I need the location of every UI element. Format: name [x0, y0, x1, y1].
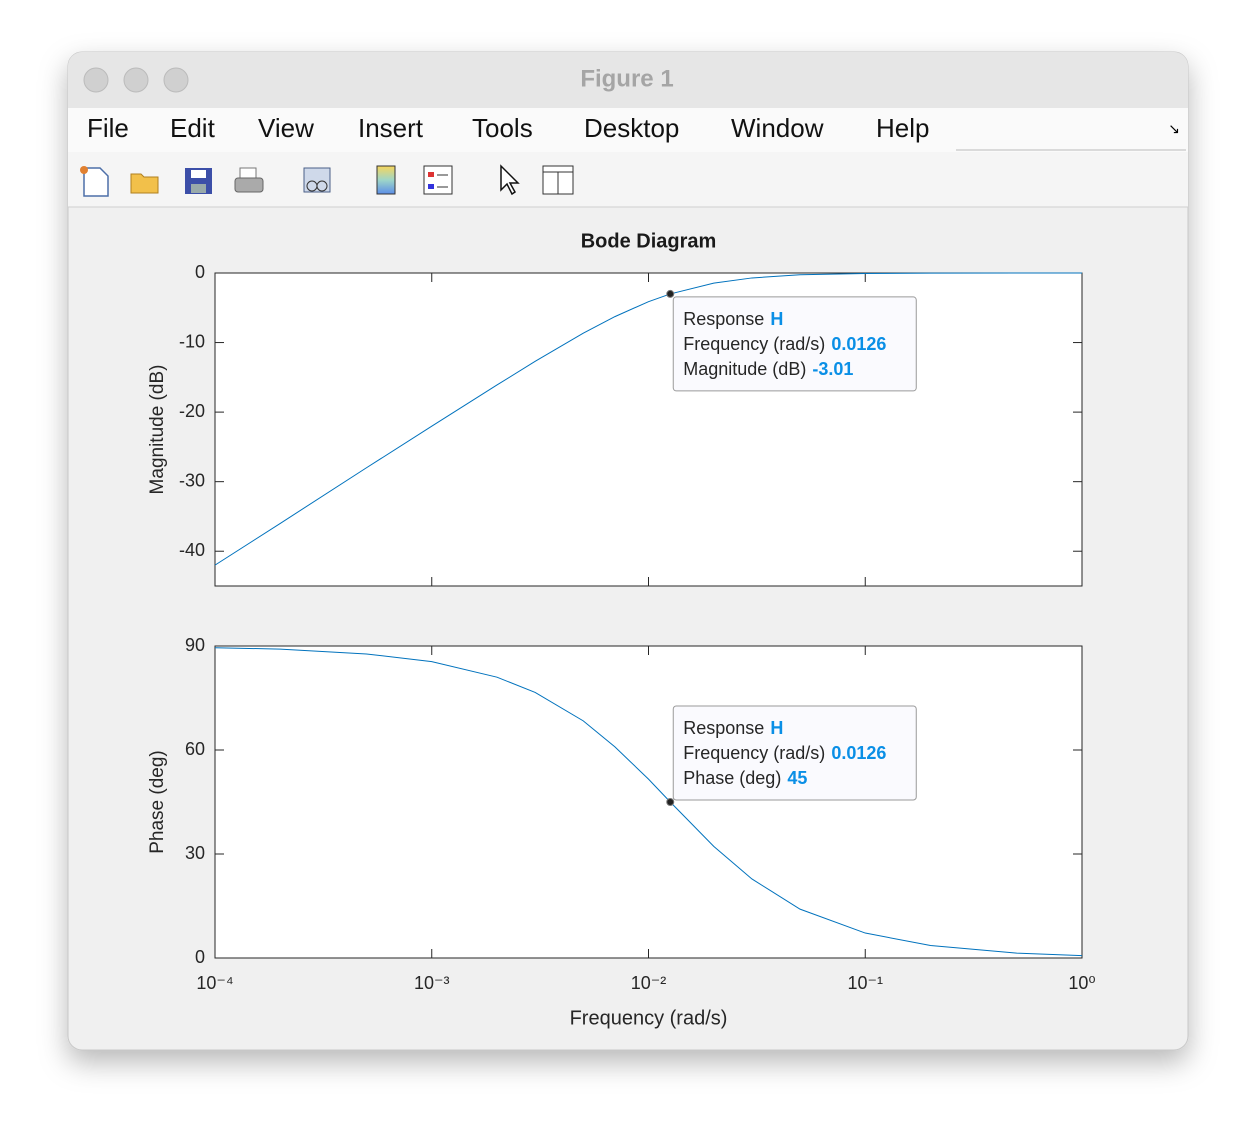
datatip-marker — [666, 289, 675, 298]
datatip-row: Phase (deg) 45 — [683, 768, 807, 788]
datatip-label: Phase (deg) — [683, 768, 781, 788]
menu-item[interactable]: Insert — [358, 113, 424, 143]
y-tick-label: 30 — [185, 843, 205, 863]
response-line — [214, 647, 1083, 957]
plot-area — [214, 645, 1083, 959]
datatip-row: Response H — [683, 309, 783, 329]
menu-item[interactable]: Desktop — [584, 113, 679, 143]
datatip-label: Response — [683, 309, 764, 329]
y-axis-label: Magnitude (dB) — [147, 365, 168, 495]
link-icon[interactable] — [303, 167, 331, 193]
chart-title: Bode Diagram — [581, 230, 717, 252]
datatip-label: Magnitude (dB) — [683, 359, 806, 379]
x-tick-label: 10⁰ — [1068, 973, 1095, 993]
y-tick-label: 90 — [185, 635, 205, 655]
menu-item[interactable]: View — [258, 113, 314, 143]
datatip-label: Response — [683, 718, 764, 738]
colorbar-icon[interactable] — [376, 165, 396, 195]
datatip-row: Frequency (rad/s) 0.0126 — [683, 334, 886, 354]
x-axis-label: Frequency (rad/s) — [570, 1007, 728, 1029]
toolbar-icons — [80, 164, 574, 197]
property-icon[interactable] — [542, 165, 574, 195]
datatip-row: Response H — [683, 718, 783, 738]
y-tick-label: -20 — [179, 401, 205, 421]
datatip-label: Frequency (rad/s) — [683, 743, 825, 763]
menu-item[interactable]: Edit — [170, 113, 216, 143]
legend-icon[interactable] — [423, 165, 453, 195]
plot-area — [214, 272, 1083, 587]
x-tick-label: 10⁻³ — [414, 973, 450, 993]
menu-bar — [68, 108, 1188, 152]
datatip-value: -3.01 — [812, 359, 853, 379]
zoom-button[interactable] — [163, 67, 189, 93]
new-icon[interactable] — [80, 166, 109, 197]
datatip-value: 45 — [787, 768, 807, 788]
datatip-value: H — [770, 309, 783, 329]
datatip-value: 0.0126 — [831, 334, 886, 354]
close-button[interactable] — [83, 67, 109, 93]
datatip-label: Frequency (rad/s) — [683, 334, 825, 354]
menu-item[interactable]: Window — [731, 113, 824, 143]
print-icon[interactable] — [234, 167, 264, 193]
y-tick-label: 60 — [185, 739, 205, 759]
datatip-value: 0.0126 — [831, 743, 886, 763]
menu-item[interactable]: File — [87, 113, 129, 143]
datatip-row: Frequency (rad/s) 0.0126 — [683, 743, 886, 763]
response-line — [214, 272, 1082, 566]
menu-item[interactable]: Tools — [472, 113, 533, 143]
datatip-box — [672, 705, 917, 801]
dock-arrow[interactable]: ↘ — [1168, 121, 1180, 137]
open-icon[interactable] — [130, 173, 159, 194]
window-title: Figure 1 — [580, 65, 673, 92]
minimize-button[interactable] — [123, 67, 149, 93]
x-tick-label: 10⁻⁴ — [196, 973, 233, 993]
y-tick-label: -10 — [179, 331, 205, 351]
y-tick-label: -30 — [179, 470, 205, 490]
datatip-row: Magnitude (dB) -3.01 — [683, 359, 853, 379]
save-icon[interactable] — [185, 168, 212, 194]
datatip-marker — [666, 798, 675, 806]
y-axis-label: Phase (deg) — [147, 750, 168, 854]
datatip-value: H — [770, 718, 783, 738]
y-tick-label: 0 — [195, 947, 205, 967]
menu-item[interactable]: Help — [876, 113, 929, 143]
pointer-icon[interactable] — [500, 164, 520, 196]
y-tick-label: -40 — [179, 540, 205, 560]
x-tick-label: 10⁻² — [631, 973, 667, 993]
datatip-box — [672, 296, 917, 392]
y-tick-label: 0 — [195, 262, 205, 282]
x-tick-label: 10⁻¹ — [847, 973, 883, 993]
title-bar — [68, 52, 1188, 108]
